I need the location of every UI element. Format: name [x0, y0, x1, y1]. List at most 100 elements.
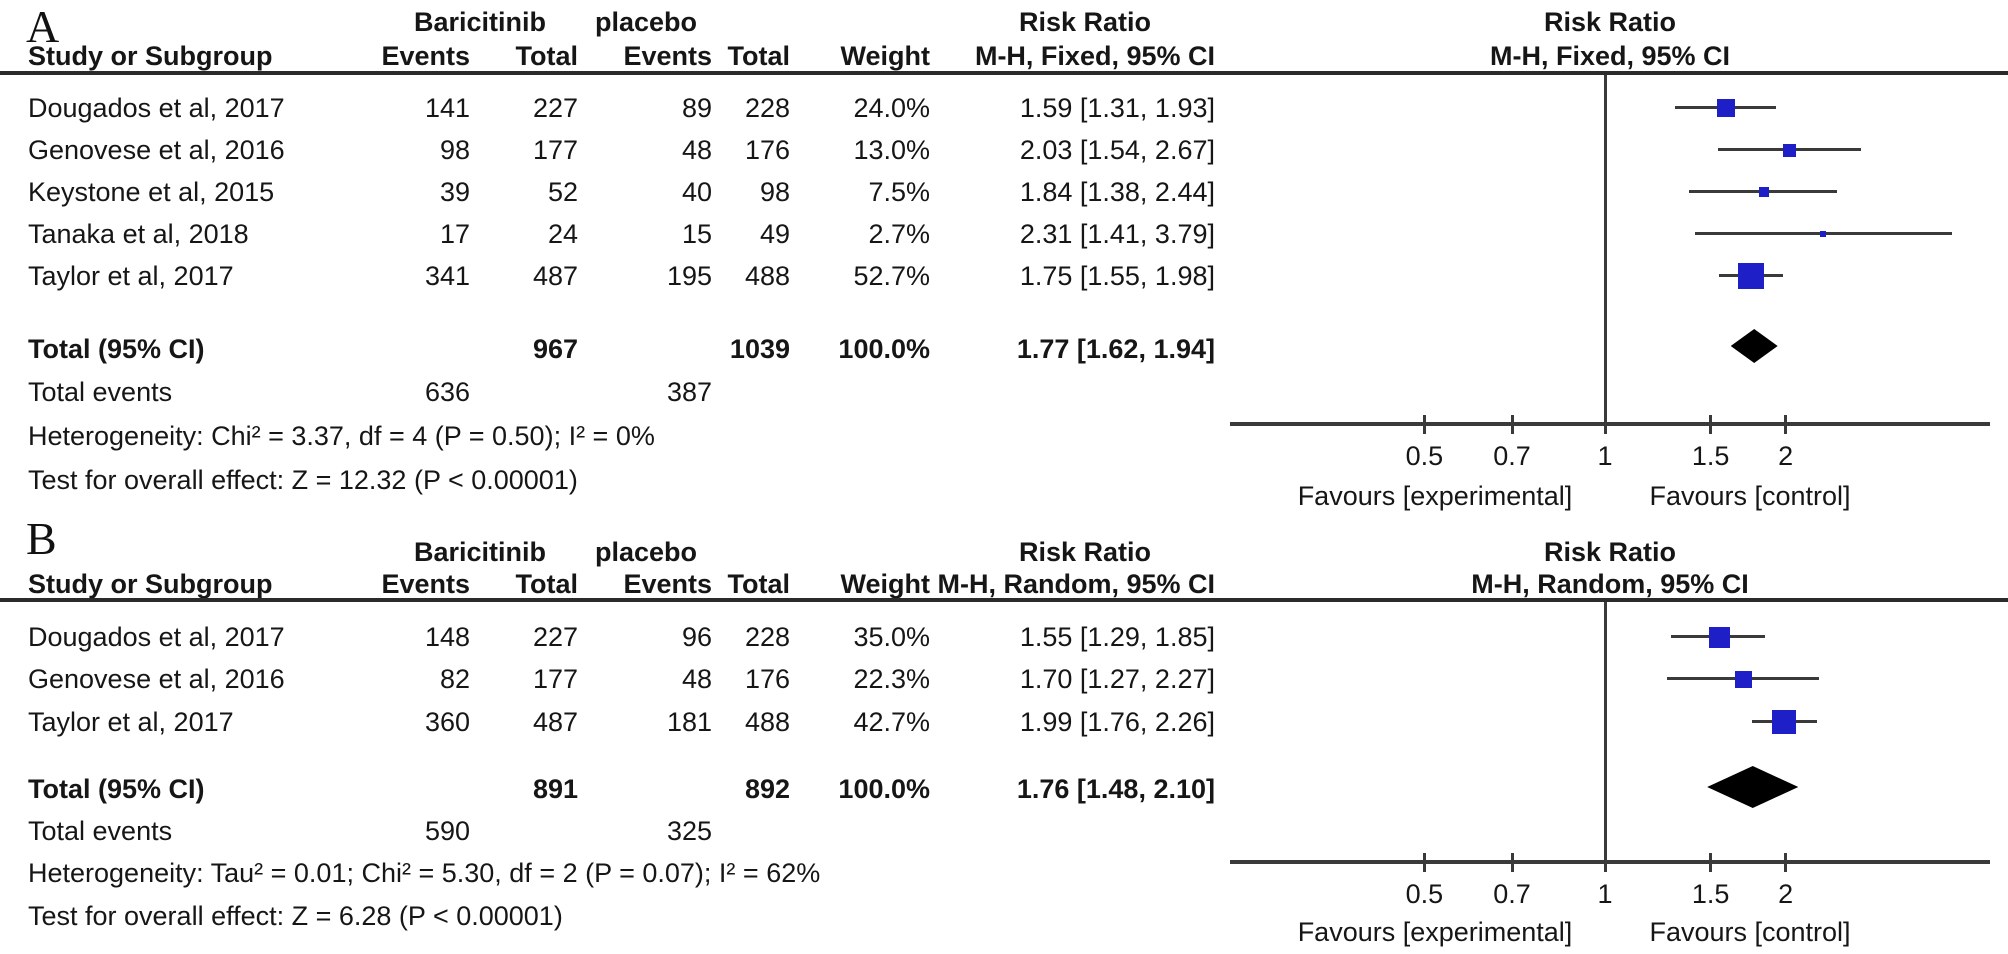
total-total1-cell: 967 — [532, 334, 578, 364]
axis-tick-label: 1 — [1597, 441, 1613, 471]
total-total1-cell: 891 — [532, 774, 578, 804]
events1-cell: 82 — [439, 664, 470, 694]
total2-cell: 228 — [744, 622, 790, 652]
x-axis-line — [1230, 860, 1990, 864]
x-axis-line — [1230, 422, 1990, 426]
study-name: Tanaka et al, 2018 — [28, 219, 249, 249]
experimental-group-header: Baricitinib — [413, 7, 547, 37]
total2-cell: 228 — [744, 93, 790, 123]
axis-tick-label: 0.7 — [1493, 441, 1531, 471]
total-events2-cell: 325 — [666, 816, 712, 846]
effect-cell: 2.31 [1.41, 3.79] — [1019, 219, 1215, 249]
axis-tick-label: 1.5 — [1691, 441, 1730, 471]
weight-cell: 2.7% — [868, 219, 930, 249]
axis-tick — [1422, 853, 1426, 872]
study-name: Taylor et al, 2017 — [28, 261, 234, 291]
heterogeneity-text: Heterogeneity: Chi² = 3.37, df = 4 (P = … — [28, 421, 655, 451]
total-events1-cell: 636 — [424, 377, 470, 407]
axis-tick-label: 0.5 — [1405, 879, 1444, 909]
study-name: Genovese et al, 2016 — [28, 664, 285, 694]
weight-cell: 7.5% — [868, 177, 930, 207]
total1-cell: 177 — [532, 664, 578, 694]
effect-cell: 1.99 [1.76, 2.26] — [1019, 707, 1215, 737]
header-rule — [0, 71, 2008, 75]
total2-cell: 488 — [744, 707, 790, 737]
favours-left-label: Favours [experimental] — [1297, 481, 1573, 511]
total1-cell: 227 — [532, 622, 578, 652]
effect-marker — [1734, 670, 1752, 688]
total-events-label: Total events — [28, 377, 173, 407]
total2-column-header: Total — [727, 569, 791, 599]
events2-cell: 181 — [666, 707, 712, 737]
total1-column-header: Total — [515, 41, 579, 71]
events2-cell: 96 — [681, 622, 712, 652]
effect-marker — [1772, 710, 1797, 734]
panel-a-label: A — [26, 1, 60, 52]
events1-cell: 360 — [424, 707, 470, 737]
study-name: Taylor et al, 2017 — [28, 707, 234, 737]
total-total2-cell: 1039 — [729, 334, 790, 364]
study-name: Genovese et al, 2016 — [28, 135, 285, 165]
axis-tick-label: 0.5 — [1405, 441, 1444, 471]
axis-tick — [1510, 853, 1514, 872]
events1-cell: 39 — [439, 177, 470, 207]
axis-tick-label: 1 — [1597, 879, 1613, 909]
overall-effect-text: Test for overall effect: Z = 12.32 (P < … — [28, 465, 578, 495]
total2-cell: 49 — [759, 219, 790, 249]
weight-cell: 24.0% — [853, 93, 930, 123]
total1-cell: 177 — [532, 135, 578, 165]
weight-cell: 13.0% — [853, 135, 930, 165]
effect-marker — [1737, 263, 1764, 289]
total-events1-cell: 590 — [424, 816, 470, 846]
axis-tick — [1709, 415, 1713, 434]
null-effect-line — [1603, 602, 1607, 870]
weight-column-header: Weight — [840, 41, 931, 71]
effect-cell: 1.75 [1.55, 1.98] — [1019, 261, 1215, 291]
plot-effect-header: Risk Ratio — [1543, 537, 1677, 567]
total-label: Total (95% CI) — [28, 334, 205, 364]
axis-tick — [1422, 415, 1426, 434]
study-name: Keystone et al, 2015 — [28, 177, 275, 207]
effect-column-group-header: Risk Ratio — [1018, 537, 1152, 567]
effect-cell: 1.59 [1.31, 1.93] — [1019, 93, 1215, 123]
control-group-header: placebo — [594, 537, 698, 567]
total2-column-header: Total — [727, 41, 791, 71]
experimental-group-header: Baricitinib — [413, 537, 547, 567]
axis-tick — [1603, 415, 1607, 434]
total1-cell: 227 — [532, 93, 578, 123]
summary-diamond — [1730, 329, 1778, 363]
total-label: Total (95% CI) — [28, 774, 205, 804]
effect-marker — [1708, 626, 1730, 648]
favours-right-label: Favours [control] — [1649, 917, 1851, 947]
summary-diamond — [1707, 766, 1799, 808]
events2-cell: 48 — [681, 135, 712, 165]
axis-tick-label: 0.7 — [1493, 879, 1531, 909]
total2-cell: 488 — [744, 261, 790, 291]
effect-marker — [1782, 143, 1796, 157]
effect-marker — [1758, 187, 1769, 197]
events1-cell: 148 — [424, 622, 470, 652]
total-effect-cell: 1.77 [1.62, 1.94] — [1016, 334, 1215, 364]
total-events-label: Total events — [28, 816, 173, 846]
total1-cell: 487 — [532, 707, 578, 737]
total1-column-header: Total — [515, 569, 579, 599]
events1-cell: 98 — [439, 135, 470, 165]
weight-cell: 35.0% — [853, 622, 930, 652]
effect-cell: 1.70 [1.27, 2.27] — [1019, 664, 1215, 694]
effect-column-header: M-H, Fixed, 95% CI — [974, 41, 1215, 71]
total2-cell: 176 — [744, 135, 790, 165]
total1-cell: 487 — [532, 261, 578, 291]
plot-method-header: M-H, Fixed, 95% CI — [1489, 41, 1731, 71]
plot-method-header: M-H, Random, 95% CI — [1471, 569, 1749, 599]
weight-cell: 22.3% — [853, 664, 930, 694]
events2-cell: 195 — [666, 261, 712, 291]
axis-tick — [1784, 853, 1788, 872]
total1-cell: 52 — [547, 177, 578, 207]
panel-b-label: B — [26, 513, 57, 564]
total2-cell: 98 — [759, 177, 790, 207]
study-column-header: Study or Subgroup — [28, 569, 273, 599]
weight-cell: 52.7% — [853, 261, 930, 291]
effect-column-group-header: Risk Ratio — [1018, 7, 1152, 37]
axis-tick-label: 1.5 — [1691, 879, 1730, 909]
